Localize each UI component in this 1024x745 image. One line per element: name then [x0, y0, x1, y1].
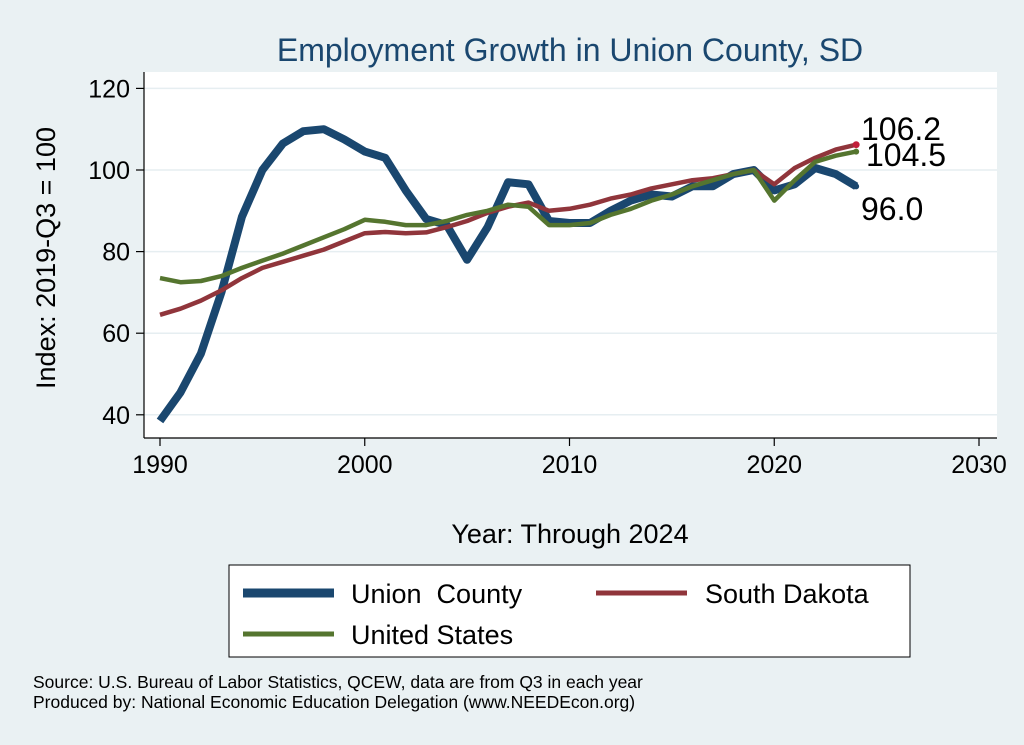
- x-tick-label-2010: 2010: [542, 451, 598, 479]
- end-point-south-dakota: [852, 141, 860, 149]
- x-axis-label: Year: Through 2024: [451, 519, 688, 549]
- legend-label-south-dakota: South Dakota: [705, 579, 870, 609]
- end-point-union-county: [853, 183, 860, 190]
- y-axis-ticks: 40 60 80 100 120: [88, 75, 144, 430]
- y-tick-label-100: 100: [88, 157, 130, 185]
- x-tick-label-2020: 2020: [746, 451, 802, 479]
- end-label-south-dakota: 106.2: [861, 111, 941, 147]
- series-line-united-states: [159, 149, 857, 285]
- end-label-united-states: 104.5: [866, 137, 946, 173]
- x-tick-label-2000: 2000: [337, 451, 393, 479]
- x-tick-label-2030: 2030: [951, 451, 1007, 479]
- legend-label-union-county: Union County: [351, 579, 523, 609]
- legend-box: [228, 564, 911, 658]
- end-point-united-states: [853, 148, 860, 155]
- x-axis-ticks: 1990 2000 2010 2020 2030: [132, 438, 1007, 479]
- legend-label-united-states: United States: [351, 620, 513, 650]
- y-tick-label-80: 80: [102, 239, 130, 267]
- y-tick-label-40: 40: [102, 402, 130, 430]
- legend: Union County South Dakota United States: [228, 564, 911, 658]
- plot-area: [144, 72, 997, 438]
- y-axis-label: Index: 2019-Q3 = 100: [31, 127, 61, 389]
- chart-title: Employment Growth in Union County, SD: [277, 32, 863, 68]
- y-tick-label-120: 120: [88, 75, 130, 103]
- x-tick-label-1990: 1990: [132, 451, 188, 479]
- producer-note: Produced by: National Economic Education…: [33, 692, 636, 712]
- series-lines: [156, 125, 860, 424]
- y-tick-label-60: 60: [102, 320, 130, 348]
- end-label-union-county: 96.0: [861, 191, 923, 227]
- source-note: Source: U.S. Bureau of Labor Statistics,…: [33, 672, 643, 692]
